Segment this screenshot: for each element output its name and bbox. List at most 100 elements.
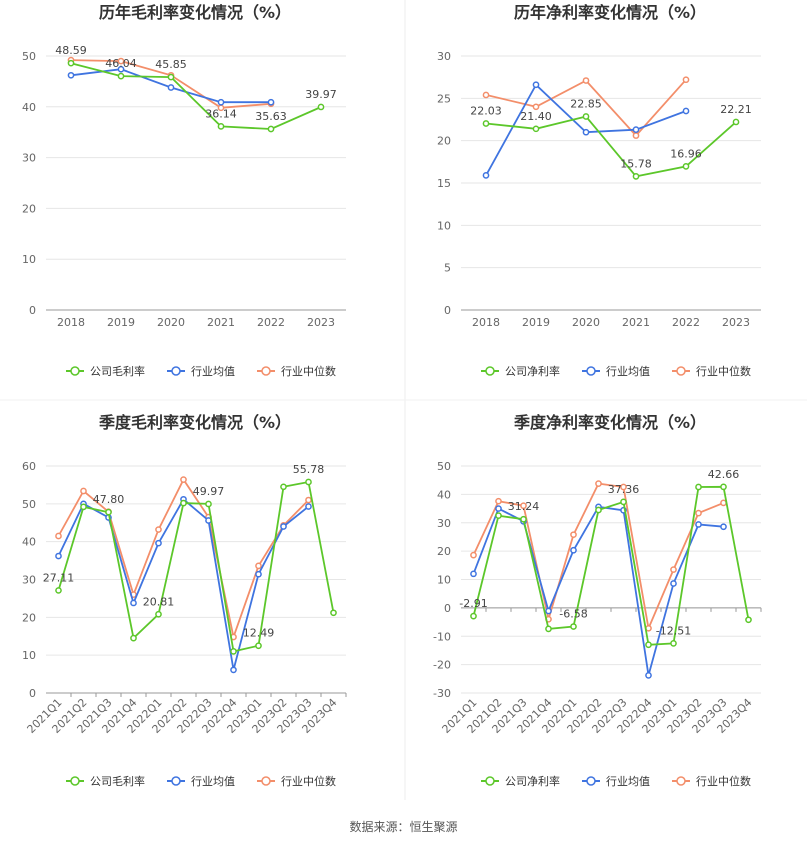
chart-4-point-avg	[545, 607, 552, 615]
chart-3-legend-label-median[interactable]: 行业中位数	[281, 774, 336, 788]
chart-4-point-avg	[495, 505, 502, 512]
chart-1-point-company	[167, 73, 175, 81]
chart-1-data-label: 36.14	[205, 107, 237, 120]
chart-4-data-label: -6.58	[559, 608, 587, 621]
chart-2-y-tick-label: 0	[444, 304, 451, 317]
chart-4-point-company	[470, 612, 477, 620]
chart-2-x-tick-label: 2022	[672, 316, 700, 329]
chart-2-series-line-company	[485, 115, 737, 178]
chart-3-point-median	[305, 496, 312, 504]
chart-2-y-tick-label: 15	[437, 177, 451, 190]
chart-3-point-avg	[55, 552, 62, 560]
chart-1-data-label: 45.85	[155, 58, 187, 71]
chart-3-point-company	[255, 642, 262, 650]
chart-4-legend-label-median[interactable]: 行业中位数	[696, 774, 751, 788]
chart-2-legend-marker-median[interactable]	[676, 366, 686, 376]
chart-1-point-avg	[267, 98, 275, 106]
chart-2-legend-label-company[interactable]: 公司净利率	[505, 364, 560, 378]
chart-2-point-avg	[682, 107, 690, 115]
chart-1-point-company	[267, 125, 275, 133]
chart-2-point-company	[582, 113, 590, 120]
chart-4-y-tick-label: 10	[437, 574, 451, 587]
chart-4-point-avg	[470, 570, 477, 578]
chart-1-legend-label-median[interactable]: 行业中位数	[281, 364, 336, 378]
chart-4-y-tick-label: -20	[433, 659, 451, 672]
chart-4-point-company	[720, 483, 727, 491]
chart-3-y-tick-label: 50	[22, 498, 36, 511]
chart-3-point-median	[155, 526, 162, 533]
chart-3-data-label: 20.81	[143, 595, 175, 608]
chart-2-point-median	[582, 77, 590, 84]
chart-1-y-tick-label: 30	[22, 152, 36, 165]
chart-3-title: 季度毛利率变化情况（%）	[98, 413, 291, 432]
chart-4-legend-marker-company[interactable]	[485, 776, 495, 786]
chart-1-x-tick-label: 2022	[257, 316, 285, 329]
chart-2-data-label: 15.78	[620, 157, 652, 170]
chart-2-x-tick-label: 2020	[572, 316, 600, 329]
chart-3-point-company	[105, 508, 112, 516]
chart-3-legend-marker-company[interactable]	[70, 776, 80, 786]
chart-4-point-avg	[695, 521, 702, 528]
chart-2-title: 历年净利率变化情况（%）	[514, 3, 706, 22]
chart-3-legend-label-avg[interactable]: 行业均值	[191, 775, 235, 788]
chart-2-point-median	[632, 132, 640, 139]
chart-4-y-tick-label: 50	[437, 460, 451, 473]
chart-2-y-tick-label: 25	[437, 92, 451, 105]
chart-1-title: 历年毛利率变化情况（%）	[99, 3, 291, 22]
chart-1-legend-label-company[interactable]: 公司毛利率	[90, 364, 145, 378]
chart-2-point-company	[732, 118, 740, 126]
chart-4-data-label: 37.36	[608, 483, 640, 496]
chart-1-point-avg	[167, 84, 175, 91]
chart-3-data-label: 49.97	[193, 485, 225, 498]
chart-1-legend-marker-company[interactable]	[70, 366, 80, 376]
chart-4-point-median	[620, 483, 627, 491]
chart-3-data-label: 12.49	[243, 627, 275, 640]
chart-4-point-company	[545, 625, 552, 633]
chart-4-legend-marker-avg[interactable]	[586, 776, 596, 786]
chart-3-point-avg	[130, 599, 137, 607]
chart-1-y-tick-label: 20	[22, 202, 36, 215]
chart-3-point-avg	[155, 539, 162, 547]
chart-1-legend-label-avg[interactable]: 行业均值	[191, 365, 235, 378]
chart-3-y-tick-label: 20	[22, 611, 36, 624]
chart-3-point-median	[255, 562, 262, 570]
chart-4-legend-label-avg[interactable]: 行业均值	[606, 775, 650, 788]
chart-4-y-tick-label: -30	[433, 687, 451, 700]
chart-2-data-label: 22.03	[470, 104, 502, 117]
chart-4-legend-label-company[interactable]: 公司净利率	[505, 774, 560, 788]
chart-2-point-company	[682, 163, 690, 170]
chart-2-legend-marker-company[interactable]	[485, 366, 495, 376]
chart-2-data-label: 22.85	[570, 98, 602, 111]
chart-4-legend-marker-median[interactable]	[676, 776, 686, 786]
chart-3-point-company	[55, 587, 62, 594]
chart-2-legend-marker-avg[interactable]	[586, 366, 596, 376]
chart-4-point-avg	[720, 523, 727, 531]
chart-2-legend-label-median[interactable]: 行业中位数	[696, 364, 751, 378]
chart-2-point-avg	[532, 81, 540, 89]
chart-3-legend-label-company[interactable]: 公司毛利率	[90, 774, 145, 788]
chart-4-point-company	[495, 512, 502, 520]
chart-2-point-median	[482, 91, 490, 99]
chart-2-point-avg	[582, 128, 590, 136]
chart-4-point-company	[570, 623, 577, 630]
chart-1-legend-marker-median[interactable]	[261, 366, 271, 376]
chart-1-point-avg	[67, 71, 75, 79]
chart-1-x-tick-label: 2019	[107, 316, 135, 329]
chart-3-legend-marker-median[interactable]	[261, 776, 271, 786]
chart-4-series-line-company	[472, 485, 750, 646]
chart-4-point-avg	[670, 580, 677, 587]
chart-1-series-line-company	[70, 62, 322, 130]
chart-3-point-median	[55, 532, 62, 540]
chart-2-data-label: 22.21	[720, 103, 752, 116]
chart-3-legend-marker-avg[interactable]	[171, 776, 181, 786]
chart-1-point-company	[117, 72, 125, 80]
chart-1-legend-marker-avg[interactable]	[171, 366, 181, 376]
chart-2-legend-label-avg[interactable]: 行业均值	[606, 365, 650, 378]
chart-1-point-company	[317, 103, 325, 111]
chart-1-y-tick-label: 40	[22, 101, 36, 114]
chart-1-x-tick-label: 2021	[207, 316, 235, 329]
chart-2-point-median	[532, 103, 540, 111]
chart-1-data-label: 35.63	[255, 110, 287, 123]
chart-1-y-tick-label: 10	[22, 253, 36, 266]
